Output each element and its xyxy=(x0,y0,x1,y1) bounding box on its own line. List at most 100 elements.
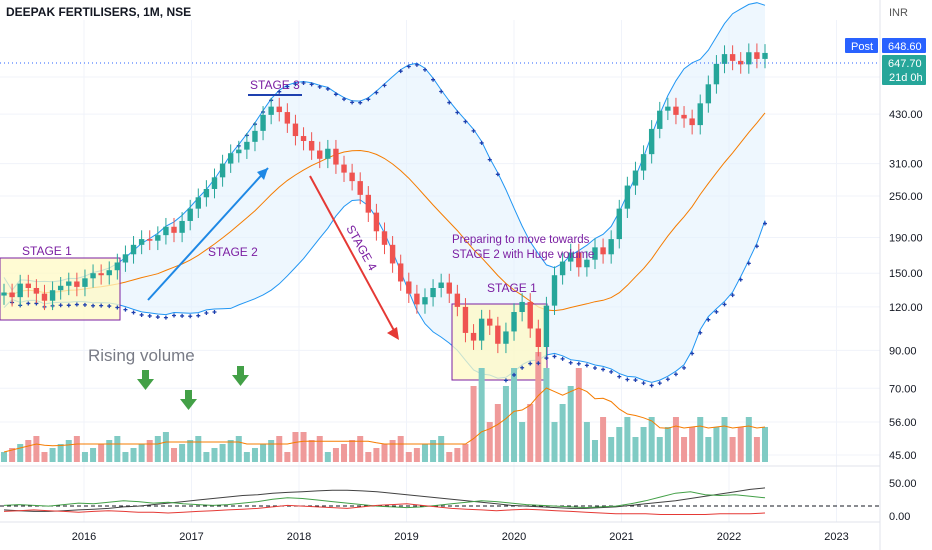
bollinger-basis xyxy=(3,112,766,312)
sar-dot xyxy=(552,354,557,359)
candle-body xyxy=(9,292,15,298)
volume-bar xyxy=(332,448,339,462)
volume-bar xyxy=(543,368,550,462)
sar-dot xyxy=(374,90,379,95)
sar-dot xyxy=(155,315,160,320)
candle-body xyxy=(729,54,736,61)
volume-bar xyxy=(227,440,234,462)
candle-body xyxy=(211,177,218,189)
candle-body xyxy=(430,287,436,298)
last-price: 647.70 xyxy=(888,58,922,70)
volume-bar xyxy=(381,444,388,462)
sar-dot xyxy=(633,378,638,383)
volume-bar xyxy=(591,440,598,462)
volume-bar xyxy=(438,436,445,462)
candle-body xyxy=(397,263,404,282)
price-tick-label: 90.00 xyxy=(889,345,917,357)
price-axis[interactable]: 550.00430.00310.00250.00190.00150.00120.… xyxy=(889,72,923,462)
volume-bar xyxy=(235,436,242,462)
sar-dot xyxy=(309,82,314,87)
price-tick-label: 120.00 xyxy=(889,302,923,314)
volume-arrow-icon xyxy=(180,390,197,410)
volume-bar xyxy=(616,427,623,462)
sar-dot xyxy=(455,110,460,115)
price-tick-label: 430.00 xyxy=(889,109,923,121)
volume-bar xyxy=(138,444,145,462)
candle-body xyxy=(381,231,388,245)
candle-body xyxy=(462,306,469,333)
volume-bar xyxy=(753,437,760,462)
volume-bar xyxy=(308,440,315,462)
volume-bar xyxy=(106,440,113,462)
volume-bar xyxy=(689,427,696,462)
volume-bar xyxy=(162,432,169,462)
volume-bar xyxy=(421,444,428,462)
candle-body xyxy=(292,123,299,137)
candle-body xyxy=(705,84,712,104)
volume-bar xyxy=(624,417,631,462)
sar-dot xyxy=(592,366,597,371)
volume-bar xyxy=(575,368,582,462)
candle-body xyxy=(365,194,372,213)
volume-bar xyxy=(697,417,704,462)
candle-body xyxy=(478,318,485,341)
sar-dot xyxy=(682,365,687,370)
volume-bar xyxy=(373,448,380,462)
volume-bar xyxy=(486,422,493,462)
candle-body xyxy=(325,148,331,159)
volume-bar xyxy=(729,437,736,462)
price-tick-label: 310.00 xyxy=(889,159,923,171)
volume-bar xyxy=(527,404,534,462)
sar-dot xyxy=(285,84,290,89)
time-tick-label: 2017 xyxy=(179,531,203,543)
candle-body xyxy=(632,170,639,186)
price-tick-label: 70.00 xyxy=(889,383,917,395)
candle-body xyxy=(406,281,412,294)
candle-body xyxy=(389,244,396,264)
candle-body xyxy=(66,281,72,286)
volume-bar xyxy=(519,422,526,462)
sar-dot xyxy=(439,89,444,94)
oscillator-line xyxy=(3,503,766,515)
sar-dot xyxy=(503,378,508,383)
oscillator-tick-label: 50.00 xyxy=(889,478,917,490)
candle-body xyxy=(446,282,452,294)
price-tick-label: 45.00 xyxy=(889,450,917,462)
candle-body xyxy=(236,149,242,154)
time-tick-label: 2019 xyxy=(394,531,418,543)
volume-bar xyxy=(454,448,461,462)
volume-bar xyxy=(535,352,542,462)
candle-body xyxy=(762,52,768,59)
volume-bar xyxy=(648,417,655,462)
sar-dot xyxy=(528,361,533,366)
volume-bar xyxy=(179,444,186,462)
candle-body xyxy=(495,325,501,344)
candle-body xyxy=(349,172,355,182)
sar-dot xyxy=(601,367,606,372)
sar-dot xyxy=(212,310,217,315)
candle-body xyxy=(608,239,614,255)
oscillator-line xyxy=(3,491,766,509)
candle-body xyxy=(244,141,250,150)
volume-bar xyxy=(745,417,752,462)
candle-body xyxy=(673,106,679,115)
sar-dot xyxy=(625,377,630,382)
sar-dot xyxy=(398,69,403,74)
volume-bar xyxy=(171,448,178,462)
sar-dot xyxy=(196,313,201,318)
volume-bar xyxy=(737,427,744,462)
time-tick-label: 2016 xyxy=(72,531,96,543)
time-axis[interactable]: 2016 2017 2018 2019 2020 2021 2022 2023 xyxy=(72,531,849,543)
volume-bar xyxy=(203,452,210,462)
candle-body xyxy=(114,262,121,271)
candle-body xyxy=(543,305,550,348)
candle-body xyxy=(227,153,234,164)
time-tick-label: 2022 xyxy=(717,531,741,543)
candle-body xyxy=(187,208,193,221)
sar-dot xyxy=(58,303,63,308)
sar-dot xyxy=(99,303,104,308)
volume-bar xyxy=(195,436,202,462)
price-tick-label: 56.00 xyxy=(889,417,917,429)
sar-dot xyxy=(26,301,31,306)
